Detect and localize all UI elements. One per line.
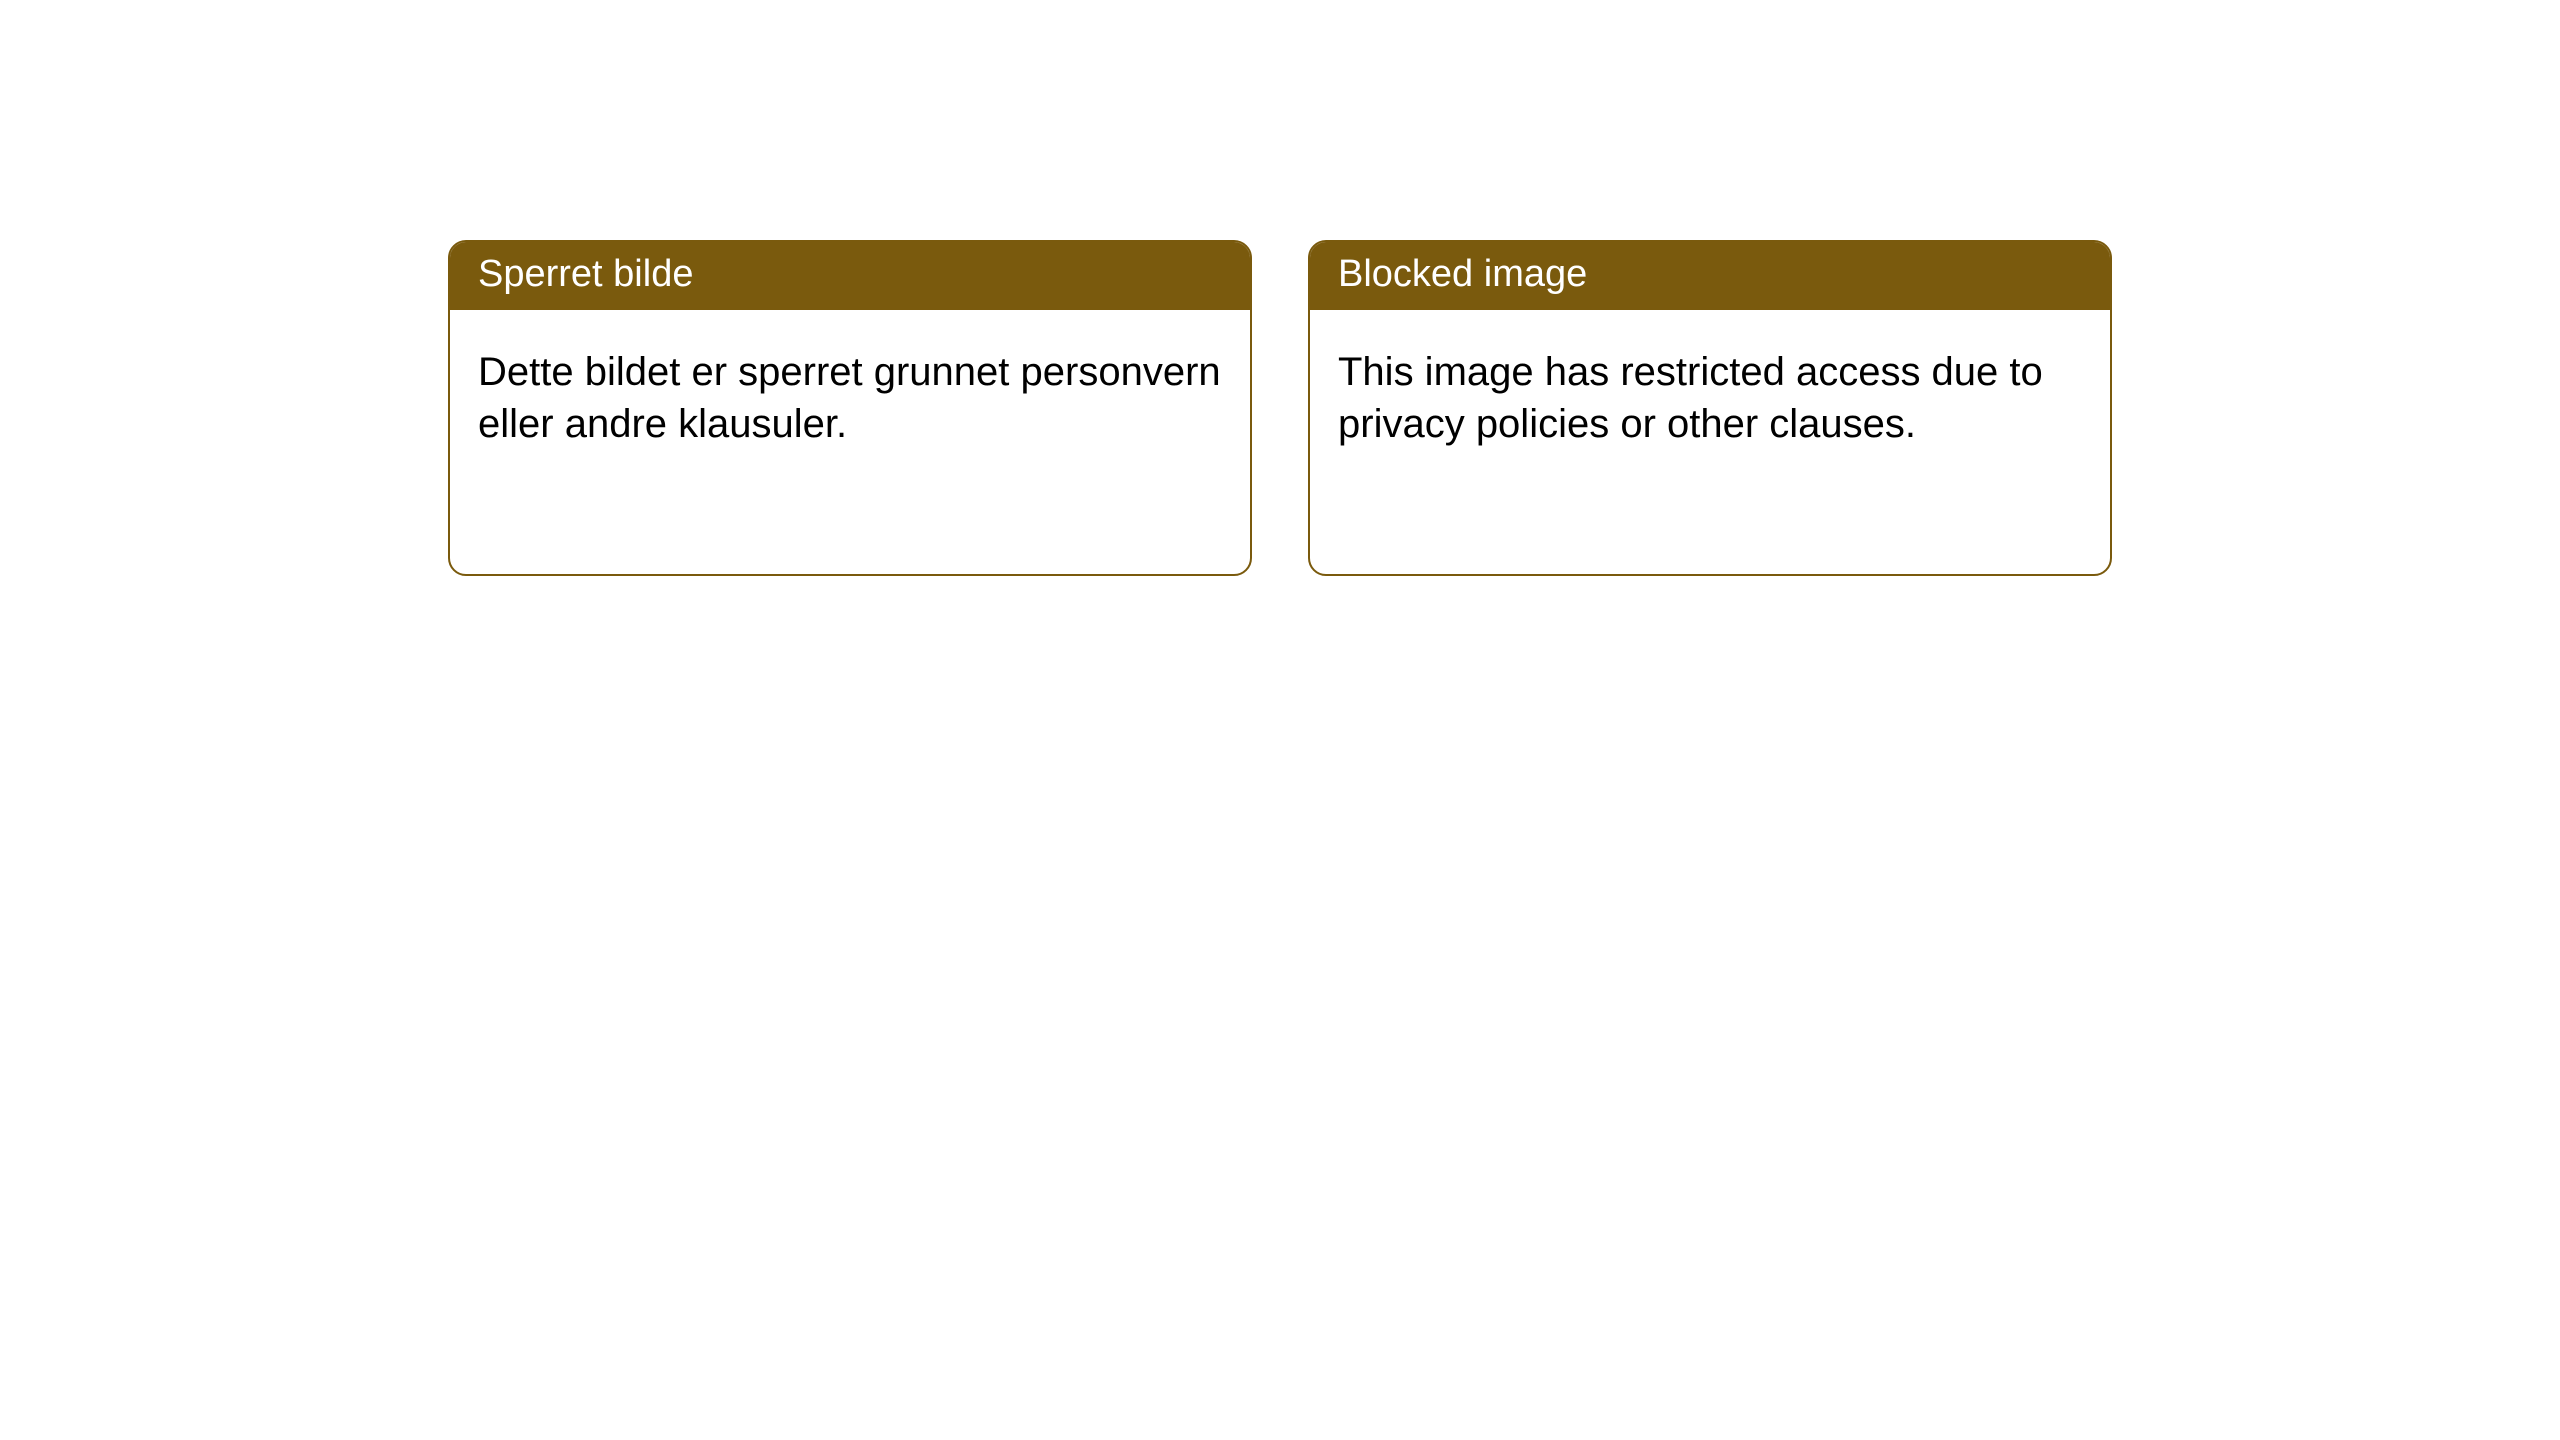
card-header: Sperret bilde (450, 242, 1250, 310)
card-body-text: Dette bildet er sperret grunnet personve… (478, 350, 1221, 446)
card-title: Blocked image (1338, 253, 1587, 295)
card-body: Dette bildet er sperret grunnet personve… (450, 310, 1250, 478)
notice-cards-container: Sperret bilde Dette bildet er sperret gr… (0, 0, 2560, 576)
card-title: Sperret bilde (478, 253, 693, 295)
card-header: Blocked image (1310, 242, 2110, 310)
blocked-image-card-en: Blocked image This image has restricted … (1308, 240, 2112, 576)
card-body: This image has restricted access due to … (1310, 310, 2110, 478)
blocked-image-card-no: Sperret bilde Dette bildet er sperret gr… (448, 240, 1252, 576)
card-body-text: This image has restricted access due to … (1338, 350, 2043, 446)
